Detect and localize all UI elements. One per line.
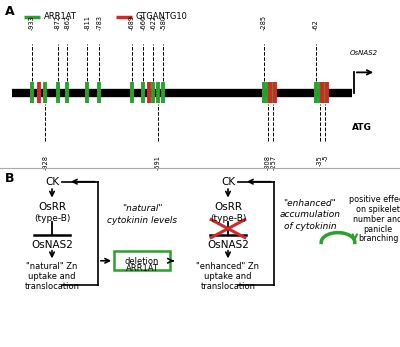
- Text: branching: branching: [358, 235, 398, 243]
- Text: of cytokinin: of cytokinin: [284, 222, 336, 231]
- Text: ARR1AT: ARR1AT: [44, 12, 77, 21]
- Text: positive effect: positive effect: [349, 195, 400, 204]
- Text: uptake and: uptake and: [28, 272, 76, 281]
- Text: ATG: ATG: [352, 123, 372, 132]
- Text: OsRR: OsRR: [214, 202, 242, 212]
- Text: A: A: [5, 5, 14, 18]
- Text: -308: -308: [265, 155, 271, 170]
- Text: -933: -933: [29, 16, 35, 30]
- Text: -5: -5: [322, 155, 328, 161]
- Text: OsNAS2: OsNAS2: [31, 240, 73, 250]
- Text: "natural": "natural": [122, 204, 162, 213]
- Text: -591: -591: [155, 155, 161, 170]
- Text: uptake and: uptake and: [204, 272, 252, 281]
- Text: CK: CK: [45, 177, 59, 187]
- Text: -689: -689: [129, 15, 135, 30]
- Text: -62: -62: [313, 19, 319, 30]
- Text: -928: -928: [42, 155, 48, 170]
- Text: B: B: [5, 172, 14, 185]
- Text: OsNAS2: OsNAS2: [350, 50, 378, 56]
- FancyBboxPatch shape: [114, 251, 170, 270]
- Text: OsNAS2: OsNAS2: [207, 240, 249, 250]
- Text: deletion: deletion: [125, 257, 159, 266]
- Text: -622: -622: [150, 15, 156, 30]
- Text: -811: -811: [84, 15, 90, 30]
- Text: -35: -35: [317, 155, 323, 166]
- Text: -257: -257: [270, 155, 276, 170]
- Text: -285: -285: [261, 15, 267, 30]
- Text: -783: -783: [96, 15, 102, 30]
- Text: translocation: translocation: [200, 282, 256, 291]
- Text: "enhanced": "enhanced": [284, 199, 336, 208]
- Text: -666: -666: [140, 15, 146, 30]
- Text: number and: number and: [354, 215, 400, 224]
- Text: panicle: panicle: [364, 225, 392, 234]
- Text: translocation: translocation: [24, 282, 80, 291]
- Text: CK: CK: [221, 177, 235, 187]
- Text: cytokinin levels: cytokinin levels: [107, 215, 177, 225]
- Text: ARR1AT: ARR1AT: [126, 264, 158, 273]
- Text: -580: -580: [160, 15, 166, 30]
- Text: GTGANTG10: GTGANTG10: [136, 12, 188, 21]
- Text: on spikelet: on spikelet: [356, 205, 400, 214]
- Text: (type-B): (type-B): [34, 214, 70, 223]
- Text: (type-B): (type-B): [210, 214, 246, 223]
- Text: "natural" Zn: "natural" Zn: [26, 262, 78, 271]
- Text: "enhanced" Zn: "enhanced" Zn: [196, 262, 260, 271]
- Text: OsRR: OsRR: [38, 202, 66, 212]
- Text: -862: -862: [64, 15, 70, 30]
- Text: -872: -872: [55, 15, 61, 30]
- Text: accumulation: accumulation: [280, 210, 340, 219]
